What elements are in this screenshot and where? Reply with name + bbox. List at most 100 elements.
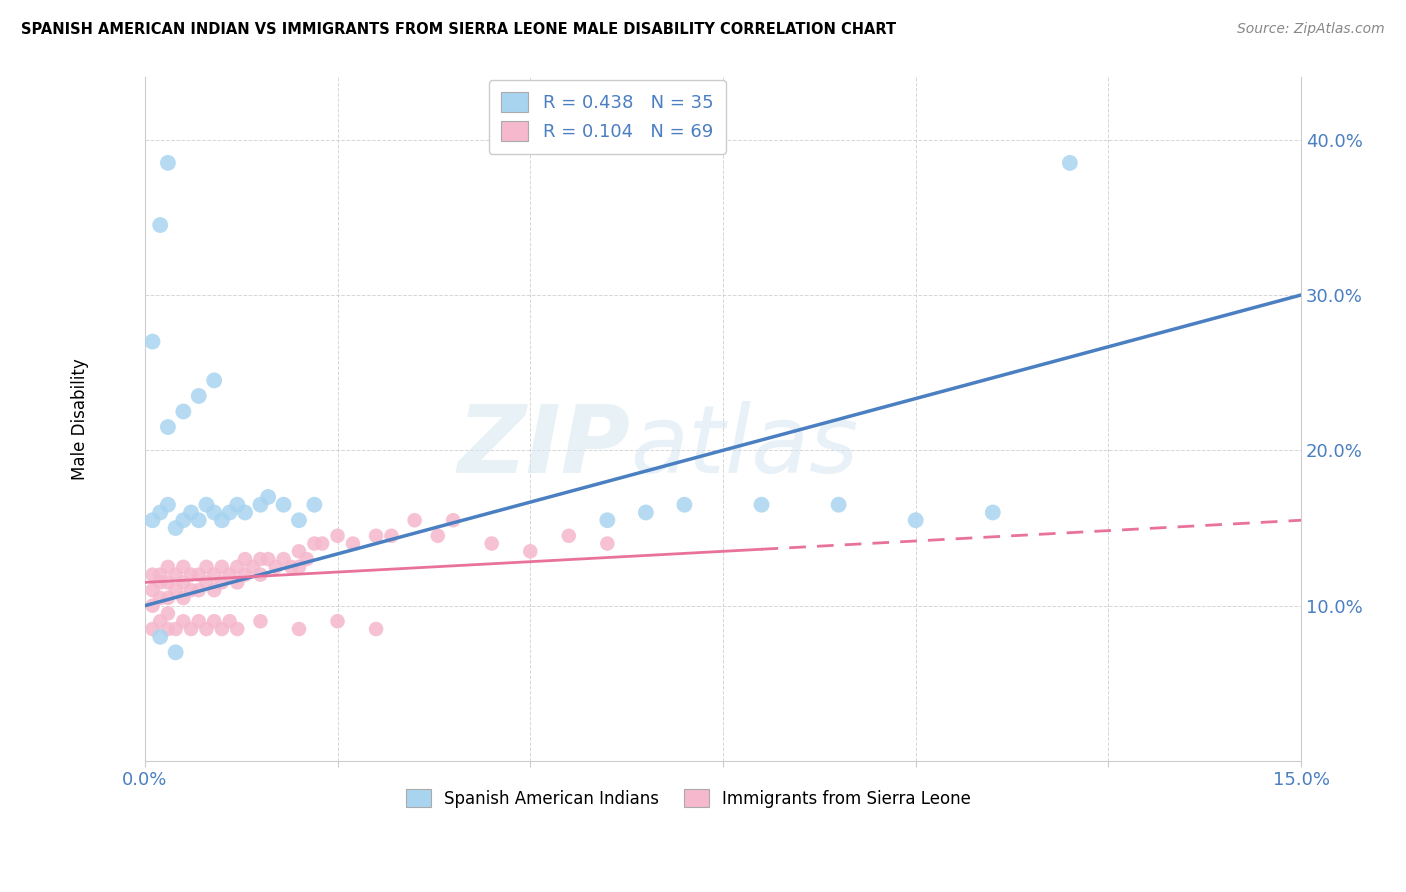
Point xyxy=(172,591,194,605)
Point xyxy=(202,373,225,387)
Point xyxy=(226,622,249,636)
Text: atlas: atlas xyxy=(630,401,859,492)
Point xyxy=(202,506,225,520)
Point xyxy=(441,513,464,527)
Point xyxy=(141,622,163,636)
Point xyxy=(264,559,287,574)
Point xyxy=(218,506,240,520)
Point xyxy=(233,552,256,566)
Point xyxy=(172,575,194,590)
Point xyxy=(202,614,225,628)
Point xyxy=(673,498,696,512)
Point xyxy=(249,552,271,566)
Point xyxy=(172,404,194,418)
Point xyxy=(558,529,581,543)
Point xyxy=(249,567,271,582)
Point xyxy=(149,218,172,232)
Point xyxy=(141,567,163,582)
Point xyxy=(195,559,218,574)
Point xyxy=(751,498,773,512)
Legend: Spanish American Indians, Immigrants from Sierra Leone: Spanish American Indians, Immigrants fro… xyxy=(399,782,977,814)
Point xyxy=(404,513,426,527)
Point xyxy=(180,506,202,520)
Point xyxy=(226,498,249,512)
Point xyxy=(304,536,326,550)
Point xyxy=(218,614,240,628)
Point xyxy=(156,559,179,574)
Point xyxy=(156,156,179,170)
Point xyxy=(165,521,187,535)
Point xyxy=(156,420,179,434)
Point xyxy=(141,513,163,527)
Point xyxy=(202,567,225,582)
Point xyxy=(180,567,202,582)
Point xyxy=(364,529,387,543)
Point xyxy=(149,591,172,605)
Point xyxy=(156,622,179,636)
Point xyxy=(165,567,187,582)
Point xyxy=(288,559,311,574)
Point xyxy=(596,536,619,550)
Point xyxy=(172,513,194,527)
Point xyxy=(257,552,280,566)
Point xyxy=(165,645,187,659)
Point xyxy=(273,552,295,566)
Point xyxy=(226,575,249,590)
Point xyxy=(981,506,1004,520)
Point xyxy=(634,506,657,520)
Point xyxy=(426,529,449,543)
Point xyxy=(187,583,209,598)
Text: Source: ZipAtlas.com: Source: ZipAtlas.com xyxy=(1237,22,1385,37)
Text: SPANISH AMERICAN INDIAN VS IMMIGRANTS FROM SIERRA LEONE MALE DISABILITY CORRELAT: SPANISH AMERICAN INDIAN VS IMMIGRANTS FR… xyxy=(21,22,896,37)
Point xyxy=(342,536,364,550)
Point xyxy=(156,607,179,621)
Point xyxy=(364,622,387,636)
Point xyxy=(519,544,541,558)
Point xyxy=(1059,156,1081,170)
Point xyxy=(141,599,163,613)
Point xyxy=(172,559,194,574)
Point xyxy=(202,583,225,598)
Point xyxy=(165,622,187,636)
Point xyxy=(141,583,163,598)
Point xyxy=(481,536,503,550)
Point xyxy=(187,389,209,403)
Point xyxy=(326,529,349,543)
Point xyxy=(195,498,218,512)
Point xyxy=(288,544,311,558)
Point xyxy=(149,630,172,644)
Point xyxy=(156,498,179,512)
Point xyxy=(187,513,209,527)
Point xyxy=(195,575,218,590)
Point xyxy=(596,513,619,527)
Point xyxy=(242,559,264,574)
Point xyxy=(187,567,209,582)
Point xyxy=(211,622,233,636)
Point xyxy=(904,513,927,527)
Point xyxy=(273,498,295,512)
Point xyxy=(249,614,271,628)
Point xyxy=(180,583,202,598)
Point xyxy=(180,622,202,636)
Point xyxy=(211,559,233,574)
Point xyxy=(288,622,311,636)
Point xyxy=(311,536,333,550)
Point xyxy=(827,498,849,512)
Point xyxy=(380,529,402,543)
Point xyxy=(326,614,349,628)
Point xyxy=(187,614,209,628)
Point xyxy=(249,498,271,512)
Point xyxy=(165,583,187,598)
Point xyxy=(172,614,194,628)
Point xyxy=(156,575,179,590)
Y-axis label: Male Disability: Male Disability xyxy=(72,359,89,480)
Point xyxy=(304,498,326,512)
Point xyxy=(288,513,311,527)
Point xyxy=(218,567,240,582)
Point xyxy=(211,513,233,527)
Point xyxy=(149,567,172,582)
Point xyxy=(233,567,256,582)
Point xyxy=(226,559,249,574)
Point xyxy=(149,614,172,628)
Point xyxy=(141,334,163,349)
